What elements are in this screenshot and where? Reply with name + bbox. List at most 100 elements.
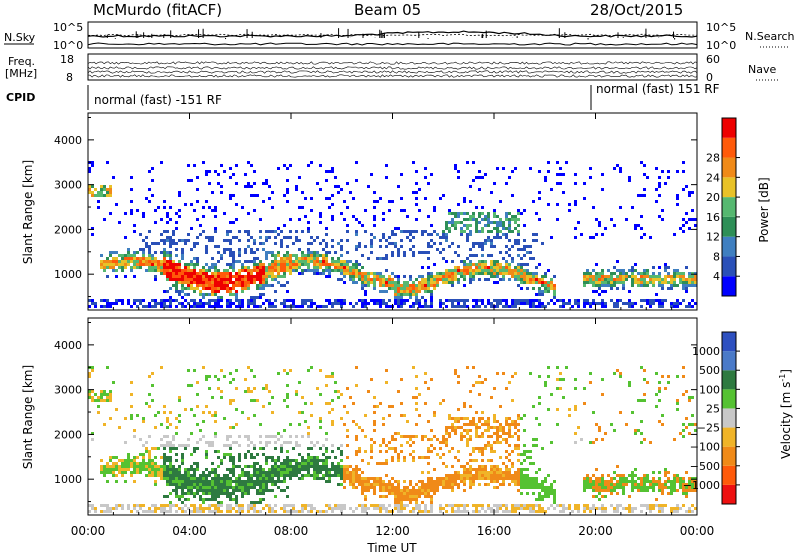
velocity-cell — [226, 438, 229, 441]
velocity-cell — [535, 444, 538, 447]
velocity-cell — [526, 468, 529, 471]
velocity-cell — [340, 483, 343, 486]
velocity-cell — [400, 489, 403, 492]
power-cell — [496, 224, 499, 227]
power-cell — [322, 248, 325, 251]
power-cell — [277, 254, 280, 257]
velocity-cell — [652, 477, 655, 480]
velocity-cell — [292, 447, 295, 450]
velocity-cell — [682, 480, 685, 483]
velocity-cell — [193, 477, 196, 480]
velocity-cell — [457, 477, 460, 480]
power-cell — [586, 272, 589, 275]
power-cell — [124, 212, 127, 215]
power-cell — [673, 275, 676, 278]
velocity-cell — [640, 399, 643, 402]
power-cell — [232, 266, 235, 269]
velocity-cell — [325, 456, 328, 459]
velocity-cell — [532, 462, 535, 465]
power-cell — [226, 278, 229, 281]
power-cell — [592, 302, 595, 305]
velocity-cell — [223, 474, 226, 477]
power-cell — [655, 200, 658, 203]
power-cell — [349, 191, 352, 194]
velocity-cell — [286, 450, 289, 453]
power-cell — [481, 218, 484, 221]
velocity-cell — [169, 471, 172, 474]
velocity-cell — [202, 489, 205, 492]
velocity-cell — [274, 495, 277, 498]
power-cell — [175, 212, 178, 215]
power-cell — [316, 269, 319, 272]
velocity-cell — [301, 504, 304, 507]
velocity-cell — [175, 426, 178, 429]
power-cell — [409, 233, 412, 236]
velocity-cell — [139, 465, 142, 468]
power-cell — [292, 299, 295, 302]
power-cell — [385, 302, 388, 305]
x-tick-label: 00:00 — [71, 524, 106, 538]
power-cell — [223, 239, 226, 242]
power-cell — [274, 257, 277, 260]
power-cell — [559, 173, 562, 176]
power-cell — [514, 215, 517, 218]
velocity-cell — [271, 507, 274, 510]
velocity-cell — [151, 474, 154, 477]
power-cell — [349, 266, 352, 269]
velocity-cell — [490, 474, 493, 477]
power-cell — [412, 251, 415, 254]
power-cell — [166, 305, 169, 308]
velocity-cell — [295, 390, 298, 393]
power-cell — [313, 266, 316, 269]
velocity-cell — [502, 480, 505, 483]
velocity-cell — [202, 411, 205, 414]
power-cell — [463, 305, 466, 308]
velocity-cell — [448, 417, 451, 420]
power-cell — [463, 299, 466, 302]
velocity-cell — [247, 507, 250, 510]
power-cell — [649, 236, 652, 239]
velocity-cell — [496, 486, 499, 489]
power-cell — [625, 275, 628, 278]
velocity-cell — [568, 414, 571, 417]
velocity-cell — [526, 480, 529, 483]
velocity-cell — [658, 486, 661, 489]
power-cell — [667, 275, 670, 278]
velocity-cell — [214, 510, 217, 513]
velocity-cell — [325, 474, 328, 477]
power-cell — [577, 299, 580, 302]
velocity-cell — [565, 507, 568, 510]
power-cell — [508, 230, 511, 233]
velocity-cell — [223, 375, 226, 378]
power-cell — [685, 185, 688, 188]
power-cell — [259, 236, 262, 239]
power-cell — [235, 305, 238, 308]
power-cell — [640, 281, 643, 284]
power-cell — [145, 260, 148, 263]
power-cell — [400, 299, 403, 302]
power-cell — [658, 266, 661, 269]
power-cell — [259, 230, 262, 233]
velocity-cell — [535, 471, 538, 474]
power-cell — [679, 275, 682, 278]
power-cell — [688, 305, 691, 308]
power-cell — [121, 257, 124, 260]
velocity-cell — [652, 486, 655, 489]
velocity-cell — [361, 486, 364, 489]
velocity-cell — [532, 480, 535, 483]
power-cell — [277, 266, 280, 269]
velocity-cell — [688, 510, 691, 513]
velocity-cell — [121, 471, 124, 474]
velocity-cell — [442, 507, 445, 510]
power-cell — [130, 200, 133, 203]
power-cell — [190, 305, 193, 308]
velocity-cell — [208, 471, 211, 474]
power-cell — [631, 269, 634, 272]
velocity-cell — [196, 405, 199, 408]
power-cell — [670, 275, 673, 278]
velocity-cell — [517, 423, 520, 426]
velocity-cell — [223, 492, 226, 495]
velocity-cell — [178, 495, 181, 498]
power-cell — [475, 242, 478, 245]
power-cell — [496, 263, 499, 266]
